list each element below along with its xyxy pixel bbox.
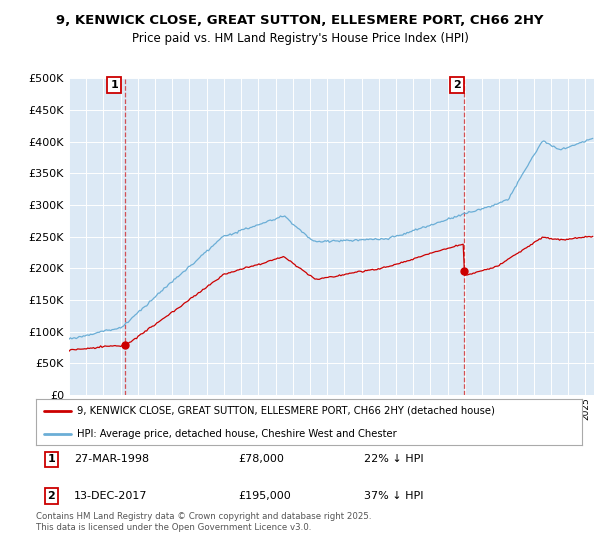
Text: 9, KENWICK CLOSE, GREAT SUTTON, ELLESMERE PORT, CH66 2HY (detached house): 9, KENWICK CLOSE, GREAT SUTTON, ELLESMER… [77,406,495,416]
Text: 9, KENWICK CLOSE, GREAT SUTTON, ELLESMERE PORT, CH66 2HY: 9, KENWICK CLOSE, GREAT SUTTON, ELLESMER… [56,14,544,27]
Text: 37% ↓ HPI: 37% ↓ HPI [364,491,423,501]
Text: 22% ↓ HPI: 22% ↓ HPI [364,454,423,464]
Text: HPI: Average price, detached house, Cheshire West and Chester: HPI: Average price, detached house, Ches… [77,429,397,438]
Text: Price paid vs. HM Land Registry's House Price Index (HPI): Price paid vs. HM Land Registry's House … [131,32,469,45]
Text: 2: 2 [454,80,461,90]
Text: 13-DEC-2017: 13-DEC-2017 [74,491,148,501]
Text: 1: 1 [47,454,55,464]
Text: £78,000: £78,000 [238,454,284,464]
Text: Contains HM Land Registry data © Crown copyright and database right 2025.
This d: Contains HM Land Registry data © Crown c… [36,512,371,532]
Text: £195,000: £195,000 [238,491,291,501]
Text: 2: 2 [47,491,55,501]
Text: 27-MAR-1998: 27-MAR-1998 [74,454,149,464]
Text: 1: 1 [110,80,118,90]
